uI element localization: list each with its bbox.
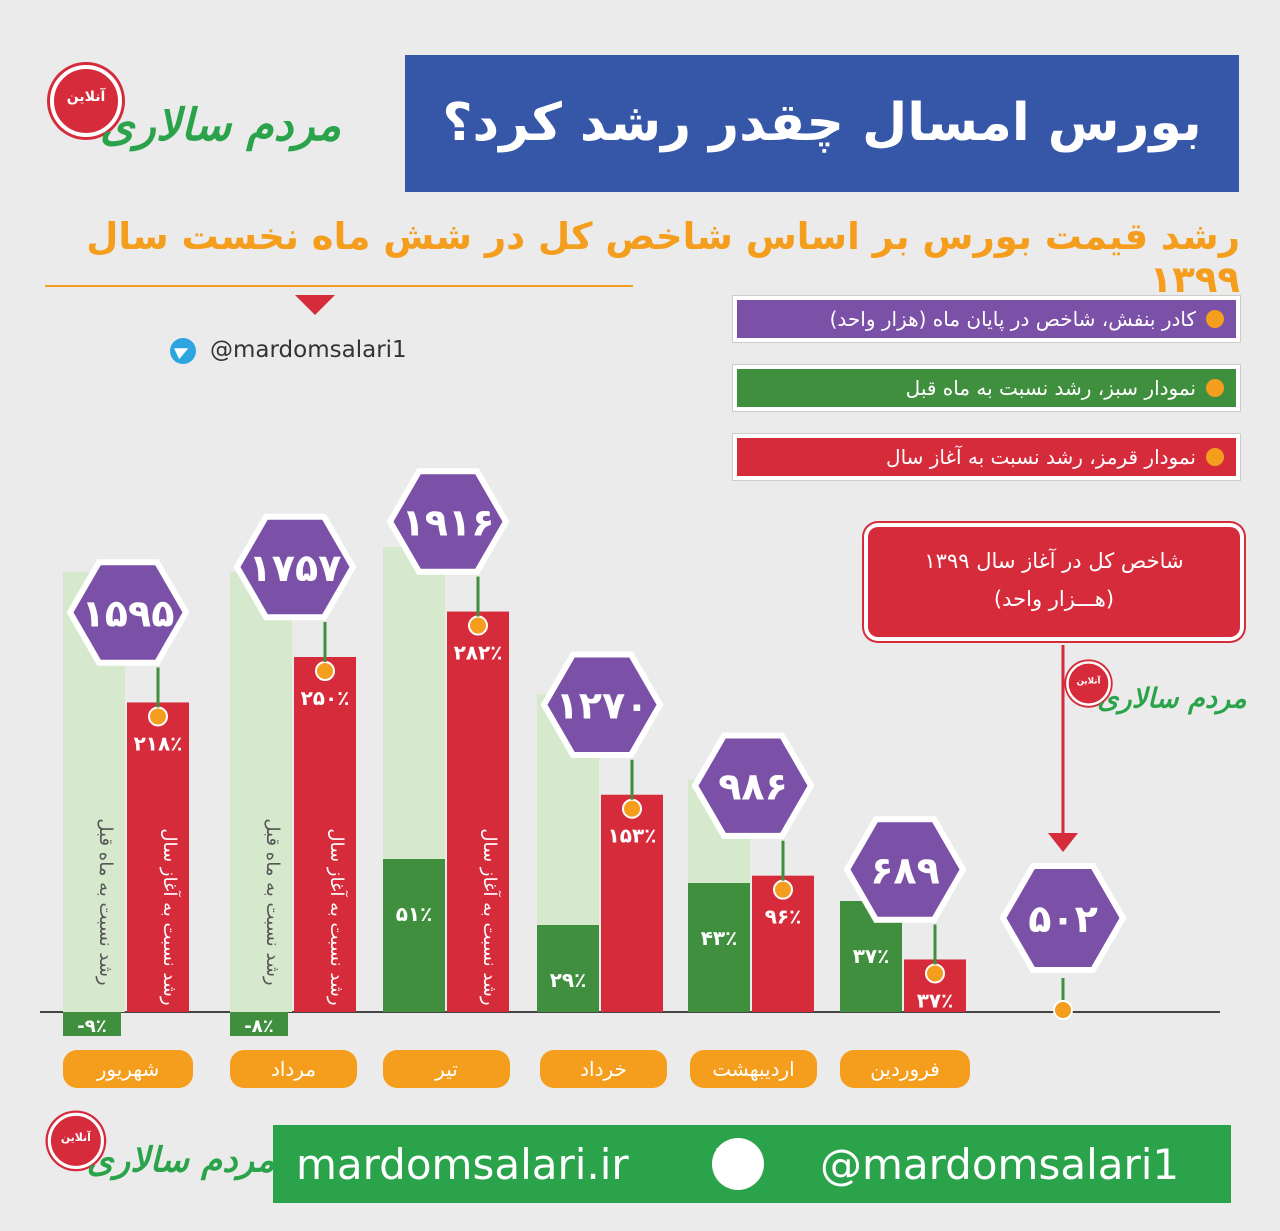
legend-purple: کادر بنفش، شاخص در پایان ماه (هزار واحد) bbox=[733, 296, 1240, 342]
brand-logo-bottom: آنلاین مردم سالاری bbox=[40, 1105, 275, 1206]
red-bar bbox=[447, 611, 509, 1012]
red-bar-caption: رشد نسبت به آغاز سال bbox=[159, 828, 182, 1005]
start-index-hexagon bbox=[999, 863, 1127, 973]
brand-name: مردم سالاری bbox=[100, 100, 342, 151]
start-index-value: ۵۰۲ bbox=[1028, 897, 1098, 941]
green-bar bbox=[230, 1012, 288, 1036]
callout-arrow-head bbox=[1048, 833, 1078, 852]
green-bar-bg bbox=[230, 572, 292, 1012]
index-value: ۶۸۹ bbox=[870, 848, 940, 892]
start-connector-dot bbox=[1053, 1000, 1073, 1020]
subtitle-pointer bbox=[295, 295, 335, 315]
green-bar-label: -۸٪ bbox=[244, 1016, 273, 1037]
red-bar-label: ۹۶٪ bbox=[765, 905, 802, 929]
connector-dot bbox=[622, 798, 642, 819]
red-bar-label: ۲۸۲٪ bbox=[454, 641, 503, 665]
month-label: اردیبهشت bbox=[690, 1050, 817, 1088]
connector-dot bbox=[925, 963, 945, 984]
legend-red: نمودار قرمز، رشد نسبت به آغاز سال bbox=[733, 434, 1240, 480]
red-bar bbox=[294, 657, 356, 1012]
month-label: شهریور bbox=[63, 1050, 193, 1088]
start-index-callout: شاخص کل در آغاز سال ۱۳۹۹ (هـــزار واحد) bbox=[868, 527, 1240, 637]
index-value: ۱۲۷۰ bbox=[556, 684, 649, 728]
chart-subtitle: رشد قیمت بورس بر اساس شاخص کل در شش ماه … bbox=[86, 215, 1240, 301]
index-value: ۱۷۵۷ bbox=[249, 546, 342, 590]
month-label: تیر bbox=[383, 1050, 510, 1088]
red-bar bbox=[127, 702, 189, 1012]
green-bar bbox=[537, 925, 599, 1012]
red-bar-caption: رشد نسبت به آغاز سال bbox=[479, 828, 502, 1005]
bullet-icon bbox=[1206, 448, 1224, 466]
green-bar bbox=[383, 859, 445, 1012]
brand-logo-middle: آنلاین مردم سالاری bbox=[1060, 655, 1247, 736]
red-bar-label: ۲۱۸٪ bbox=[134, 731, 183, 755]
green-bar-caption: رشد نسبت به ماه قبل bbox=[262, 818, 283, 985]
page-title: بورس امسال چقدر رشد کرد؟ bbox=[442, 93, 1202, 153]
index-hexagon bbox=[691, 732, 815, 839]
index-hexagon bbox=[66, 559, 190, 666]
red-bar-label: ۲۵۰٪ bbox=[301, 686, 350, 710]
brand-seal: آنلاین bbox=[50, 65, 122, 137]
red-bar bbox=[601, 794, 663, 1012]
index-value: ۱۹۱۶ bbox=[402, 501, 495, 545]
green-bar-label: ۲۹٪ bbox=[550, 968, 587, 992]
bullet-icon bbox=[1206, 310, 1224, 328]
telegram-icon bbox=[170, 338, 196, 364]
red-bar-caption: رشد نسبت به آغاز سال bbox=[326, 828, 349, 1005]
connector-dot bbox=[773, 879, 793, 900]
month-label: مرداد bbox=[230, 1050, 357, 1088]
bullet-icon bbox=[1206, 379, 1224, 397]
telegram-handle[interactable]: @mardomsalari1 bbox=[210, 337, 407, 363]
month-label: خرداد bbox=[540, 1050, 667, 1088]
brand-name: مردم سالاری bbox=[1097, 682, 1247, 715]
index-hexagon bbox=[386, 468, 510, 575]
connector-dot bbox=[315, 661, 335, 681]
green-bar bbox=[63, 1012, 121, 1036]
divider-line bbox=[45, 285, 633, 287]
green-bar-label: ۴۳٪ bbox=[701, 926, 738, 950]
callout-line2: (هـــزار واحد) bbox=[993, 587, 1115, 611]
green-bar-label: ۳۷٪ bbox=[853, 944, 890, 968]
brand-name: مردم سالاری bbox=[86, 1140, 275, 1180]
index-hexagon bbox=[233, 513, 357, 621]
callout-line1: شاخص کل در آغاز سال ۱۳۹۹ bbox=[924, 549, 1184, 573]
connector-dot bbox=[468, 615, 488, 636]
brand-seal: آنلاین bbox=[47, 1112, 104, 1169]
green-bar-label: ۵۱٪ bbox=[396, 902, 433, 926]
footer-telegram-handle[interactable]: @mardomsalari1 bbox=[820, 1140, 1180, 1189]
telegram-icon bbox=[712, 1138, 764, 1190]
index-value: ۹۸۶ bbox=[718, 765, 788, 809]
green-bar bbox=[688, 883, 750, 1012]
month-label: فروردین bbox=[840, 1050, 970, 1088]
connector-dot bbox=[148, 706, 168, 727]
index-hexagon bbox=[843, 816, 967, 923]
green-bar-label: -۹٪ bbox=[77, 1016, 106, 1037]
legend-green: نمودار سبز، رشد نسبت به ماه قبل bbox=[733, 365, 1240, 411]
index-hexagon bbox=[540, 651, 664, 758]
green-bar-caption: رشد نسبت به ماه قبل bbox=[95, 818, 116, 985]
brand-logo-top: آنلاین مردم سالاری bbox=[40, 55, 342, 185]
website-link[interactable]: mardomsalari.ir bbox=[296, 1140, 629, 1189]
title-box bbox=[405, 55, 1239, 192]
red-bar-label: ۳۷٪ bbox=[917, 988, 954, 1012]
brand-seal: آنلاین bbox=[1066, 661, 1111, 706]
red-bar-label: ۱۵۳٪ bbox=[608, 824, 657, 848]
index-value: ۱۵۹۵ bbox=[82, 591, 175, 635]
